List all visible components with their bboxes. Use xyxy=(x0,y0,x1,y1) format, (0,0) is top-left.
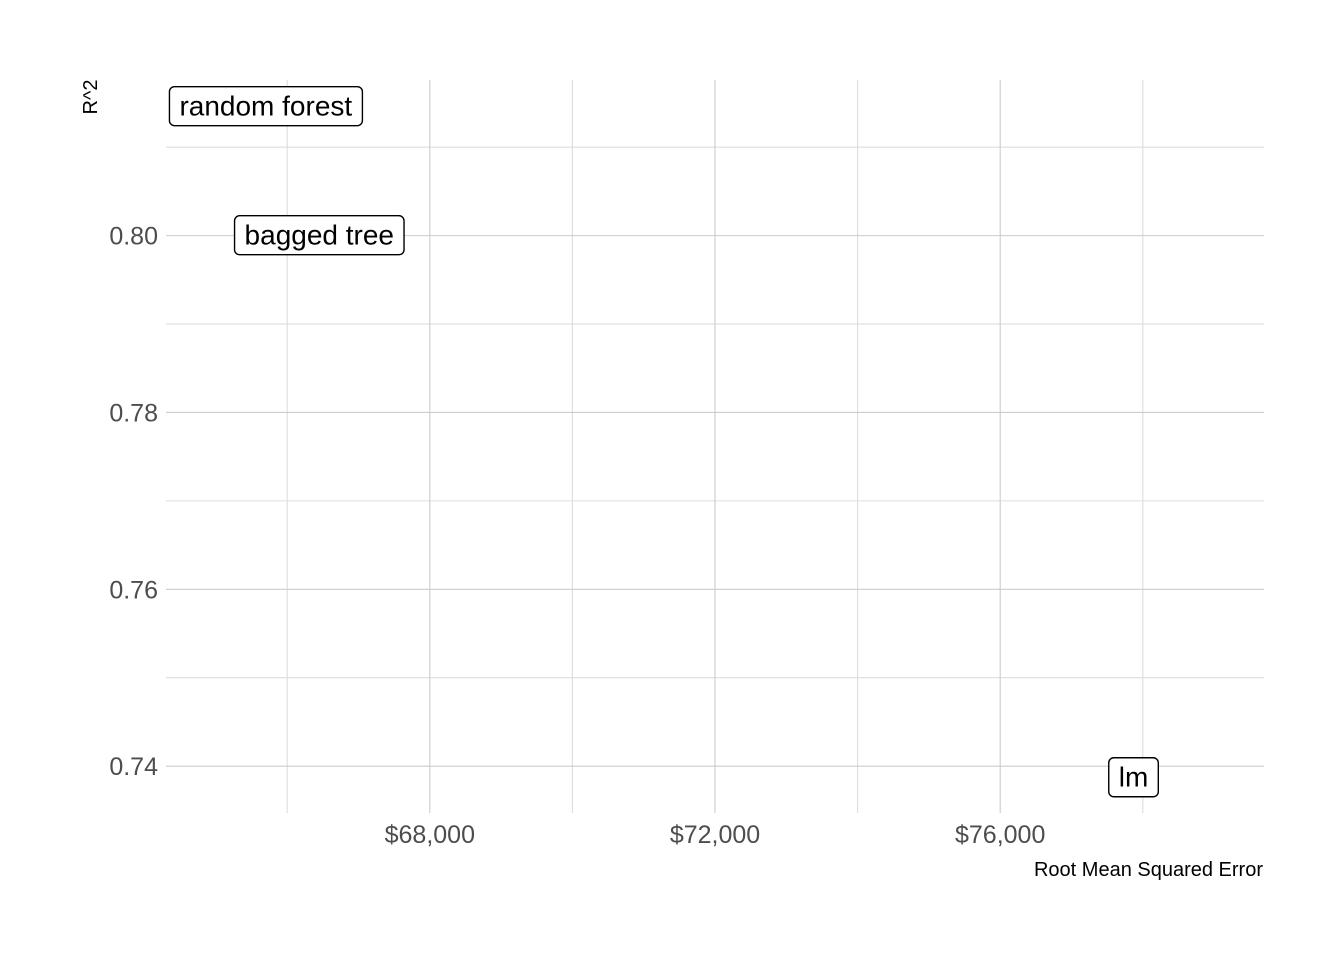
label-box xyxy=(233,215,405,256)
point-labels: random forest bagged tree lm xyxy=(168,85,1159,798)
point-label-bagged-tree: bagged tree xyxy=(233,215,405,256)
x-tick-label: $76,000 xyxy=(955,821,1045,849)
y-tick-label: 0.76 xyxy=(109,576,158,604)
y-axis-tick-labels: 0.74 0.76 0.78 0.80 xyxy=(109,223,158,782)
label-box xyxy=(1108,757,1159,798)
x-tick-label: $72,000 xyxy=(670,821,760,849)
x-axis-title: Root Mean Squared Error xyxy=(1034,859,1263,881)
point-label-text: lm xyxy=(1119,762,1149,793)
point-label-random-forest: random forest xyxy=(168,85,364,127)
major-gridlines xyxy=(166,80,1264,813)
point-label-text: bagged tree xyxy=(245,220,394,251)
point-label-lm: lm xyxy=(1108,757,1159,798)
x-tick-label: $68,000 xyxy=(385,821,475,849)
point-label-text: random forest xyxy=(179,91,352,122)
y-tick-label: 0.74 xyxy=(109,753,158,781)
y-tick-label: 0.80 xyxy=(109,223,158,251)
y-axis-title: R^2 xyxy=(80,80,102,115)
label-box xyxy=(168,85,364,127)
y-tick-label: 0.78 xyxy=(109,399,158,427)
x-axis-tick-labels: $68,000 $72,000 $76,000 xyxy=(385,821,1046,849)
